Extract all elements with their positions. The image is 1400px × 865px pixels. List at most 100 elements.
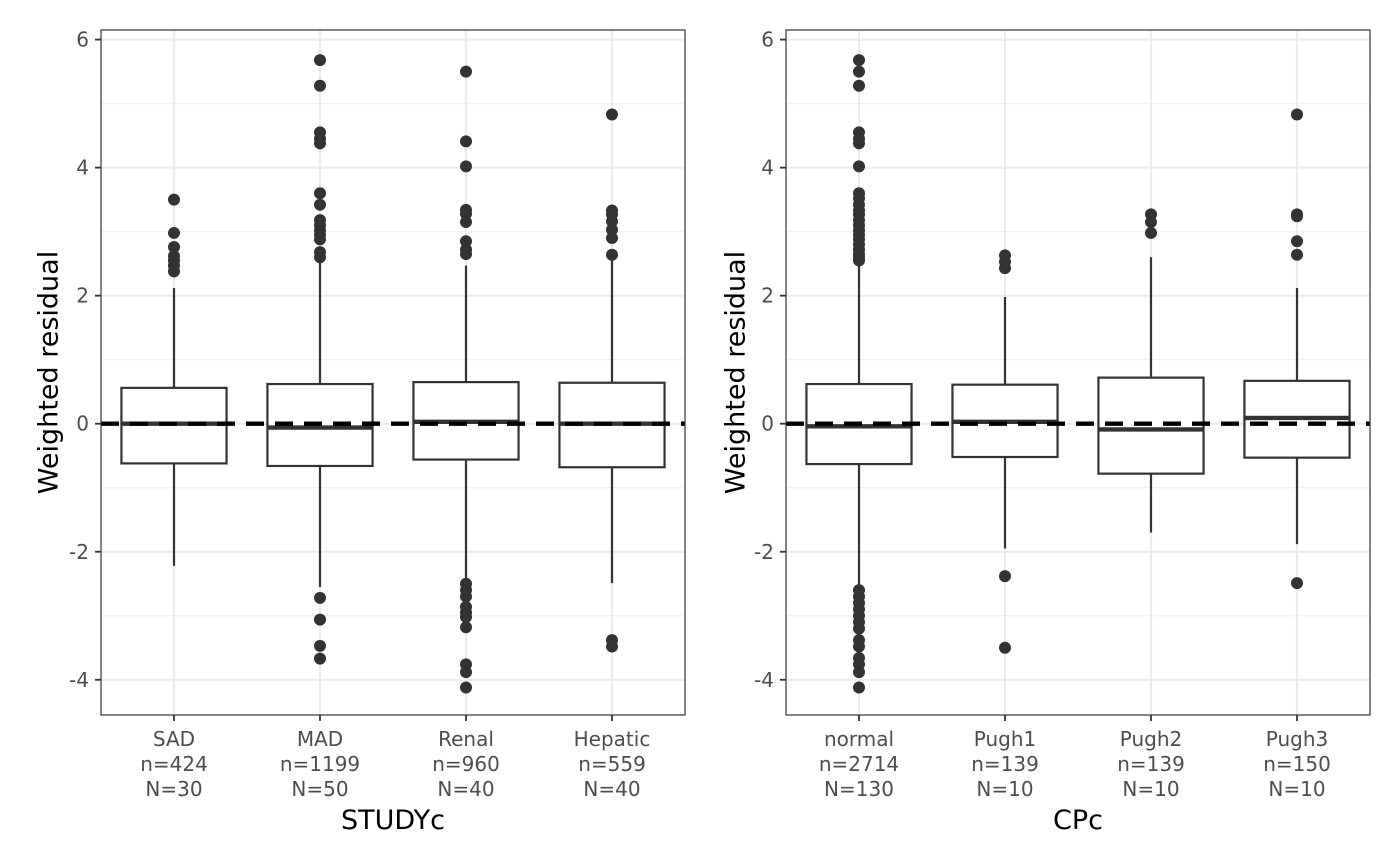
- y-tick-label: 2: [76, 284, 89, 308]
- outlier-point: [168, 241, 180, 254]
- y-axis: -4 -2 0 2 4 6: [754, 28, 786, 692]
- x-tick-n-label: n=1199: [280, 752, 360, 776]
- outlier-point: [460, 611, 472, 624]
- y-tick-label: -4: [69, 668, 89, 692]
- x-tick-n-label: n=2714: [819, 752, 899, 776]
- panel-border: [785, 29, 1371, 716]
- outlier-point: [460, 235, 472, 248]
- outlier-point: [168, 193, 180, 206]
- boxplot-normal: [805, 54, 913, 694]
- y-tick-label: 4: [761, 156, 774, 180]
- outlier-point: [460, 248, 472, 261]
- outlier-point: [1291, 577, 1303, 590]
- outlier-point: [460, 216, 472, 229]
- x-tick-n-label: n=139: [1117, 752, 1185, 776]
- x-tick-label: Pugh2: [1120, 727, 1182, 751]
- panel-border: [100, 29, 686, 716]
- y-tick-label: 2: [761, 284, 774, 308]
- boxplot-pugh3: [1243, 108, 1351, 590]
- x-tick-N-label: N=40: [583, 777, 640, 801]
- panel-left: -4-20246SADn=424N=30MADn=1199N=50Renaln=…: [33, 28, 686, 836]
- x-tick-label: Hepatic: [574, 727, 651, 751]
- y-tick-label: 0: [761, 412, 774, 436]
- y-tick-label: 4: [76, 156, 89, 180]
- outlier-point: [314, 54, 326, 67]
- x-tick-N-label: N=10: [1268, 777, 1325, 801]
- outlier-point: [853, 54, 865, 67]
- x-tick-n-label: n=424: [140, 752, 208, 776]
- y-tick-label: -2: [754, 540, 774, 564]
- x-tick-label: SAD: [153, 727, 195, 751]
- x-tick-N-label: N=10: [976, 777, 1033, 801]
- x-tick-N-label: N=30: [145, 777, 202, 801]
- outlier-point: [999, 570, 1011, 583]
- outlier-point: [168, 226, 180, 239]
- y-tick-label: -4: [754, 668, 774, 692]
- outlier-point: [853, 622, 865, 635]
- outlier-point: [853, 65, 865, 78]
- outlier-point: [460, 160, 472, 173]
- y-tick-label: 0: [76, 412, 89, 436]
- outlier-point: [853, 254, 865, 267]
- outlier-point: [853, 681, 865, 694]
- x-tick-label: Pugh1: [974, 727, 1036, 751]
- outlier-point: [168, 265, 180, 278]
- x-tick-N-label: N=40: [437, 777, 494, 801]
- outlier-point: [314, 652, 326, 665]
- outlier-point: [606, 108, 618, 121]
- outlier-point: [314, 198, 326, 211]
- outlier-point: [853, 137, 865, 150]
- boxplots: [120, 54, 666, 694]
- x-tick-n-label: n=559: [578, 752, 646, 776]
- outlier-point: [460, 207, 472, 220]
- outlier-point: [1291, 210, 1303, 223]
- outlier-point: [606, 215, 618, 228]
- x-axis: normaln=2714N=130Pugh1n=139N=10Pugh2n=13…: [819, 715, 1331, 801]
- y-axis-title: Weighted residual: [33, 251, 64, 494]
- outlier-point: [314, 137, 326, 150]
- outlier-point: [606, 232, 618, 245]
- outlier-point: [460, 621, 472, 634]
- outlier-point: [314, 591, 326, 604]
- x-tick-n-label: n=150: [1263, 752, 1331, 776]
- outlier-point: [460, 135, 472, 148]
- outlier-point: [314, 251, 326, 264]
- outlier-point: [853, 160, 865, 173]
- outlier-point: [460, 681, 472, 694]
- boxplot-pugh1: [951, 249, 1059, 654]
- x-tick-n-label: n=960: [432, 752, 500, 776]
- x-axis: SADn=424N=30MADn=1199N=50Renaln=960N=40H…: [140, 715, 650, 801]
- x-tick-label: Renal: [438, 727, 494, 751]
- outlier-point: [606, 223, 618, 236]
- outlier-point: [853, 640, 865, 653]
- y-tick-label: 6: [76, 28, 89, 52]
- outlier-point: [1291, 248, 1303, 261]
- outlier-point: [460, 590, 472, 603]
- outlier-point: [314, 639, 326, 652]
- x-tick-N-label: N=50: [291, 777, 348, 801]
- outlier-point: [606, 248, 618, 261]
- outlier-point: [460, 65, 472, 78]
- panel-right: -4-20246normaln=2714N=130Pugh1n=139N=10P…: [720, 28, 1371, 836]
- outlier-point: [314, 187, 326, 200]
- boxplot-renal: [412, 65, 520, 694]
- outlier-point: [853, 79, 865, 92]
- x-axis-title: CPc: [1053, 805, 1103, 836]
- y-tick-label: -2: [69, 540, 89, 564]
- y-axis: -4 -2 0 2 4 6: [69, 28, 101, 692]
- outlier-point: [999, 262, 1011, 275]
- x-tick-N-label: N=130: [824, 777, 894, 801]
- x-tick-n-label: n=139: [971, 752, 1039, 776]
- outlier-point: [606, 640, 618, 653]
- x-tick-label: Pugh3: [1266, 727, 1328, 751]
- x-axis-title: STUDYc: [341, 805, 445, 836]
- outlier-point: [1145, 226, 1157, 239]
- outlier-point: [460, 666, 472, 679]
- outlier-point: [1145, 216, 1157, 229]
- x-tick-N-label: N=10: [1122, 777, 1179, 801]
- outlier-point: [314, 233, 326, 246]
- y-tick-label: 6: [761, 28, 774, 52]
- outlier-point: [314, 79, 326, 92]
- outlier-point: [1291, 235, 1303, 248]
- x-tick-label: normal: [824, 727, 894, 751]
